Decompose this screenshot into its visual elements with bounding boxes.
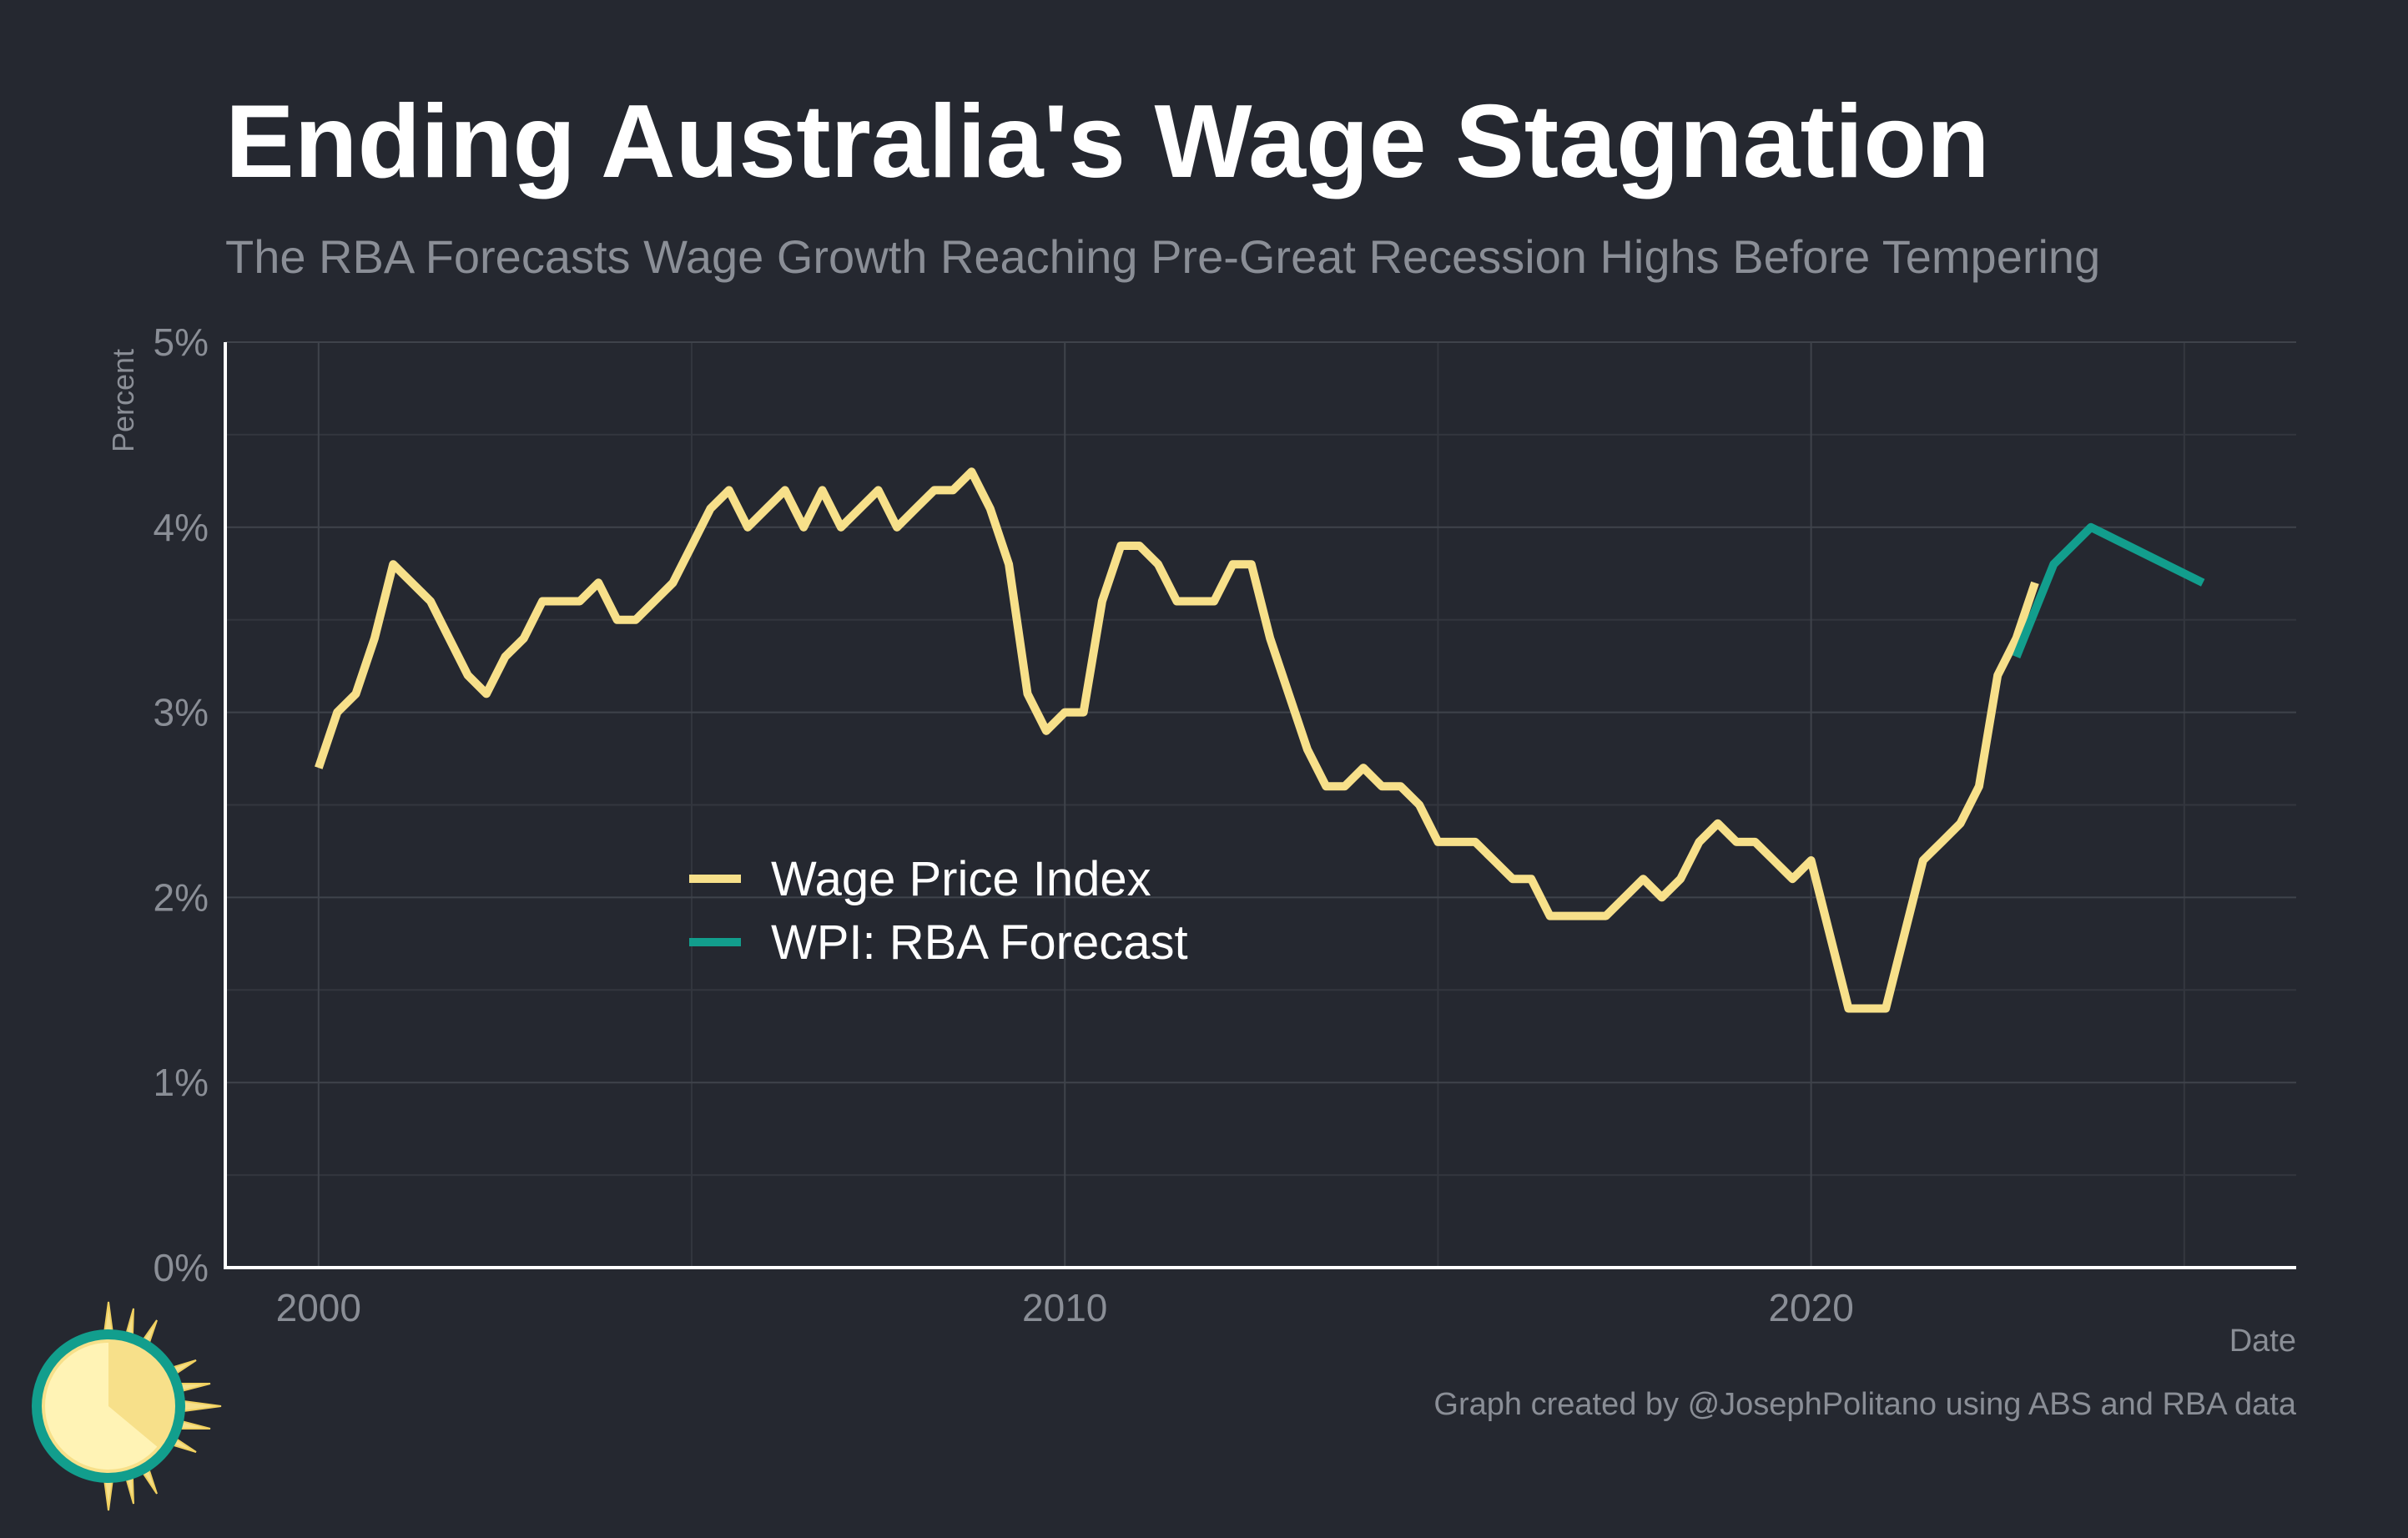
series-line-1 (315, 467, 2039, 1013)
x-tick-label: 2000 (276, 1286, 361, 1329)
y-tick-label: 3% (154, 691, 209, 734)
y-tick-label: 1% (154, 1061, 209, 1104)
axes (224, 342, 2296, 1269)
source-caption: Graph created by @JosephPolitano using A… (1433, 1387, 2296, 1422)
minor-gridlines (225, 342, 2296, 1268)
y-tick-label: 4% (154, 506, 209, 549)
sun-logo-icon (32, 1301, 222, 1511)
series-line-2 (2012, 522, 2205, 658)
y-tick-label: 0% (154, 1246, 209, 1289)
y-tick-label: 2% (154, 875, 209, 919)
x-tick-label: 2020 (1768, 1286, 1853, 1329)
legend-label: Wage Price Index (771, 852, 1151, 906)
tick-labels: 0% 1% 2% 3% 4% 5% 2000 2010 2020 (154, 320, 1854, 1329)
x-axis-label: Date (2229, 1324, 2296, 1359)
series-lines (315, 467, 2205, 1013)
chart-subtitle: The RBA Forecasts Wage Growth Reaching P… (225, 230, 2101, 283)
legend-label: WPI: RBA Forecast (771, 915, 1188, 970)
chart-title: Ending Australia's Wage Stagnation (225, 84, 1990, 199)
x-tick-label: 2010 (1022, 1286, 1107, 1329)
y-tick-label: 5% (154, 320, 209, 364)
legend: Wage Price Index WPI: RBA Forecast (689, 852, 1188, 970)
